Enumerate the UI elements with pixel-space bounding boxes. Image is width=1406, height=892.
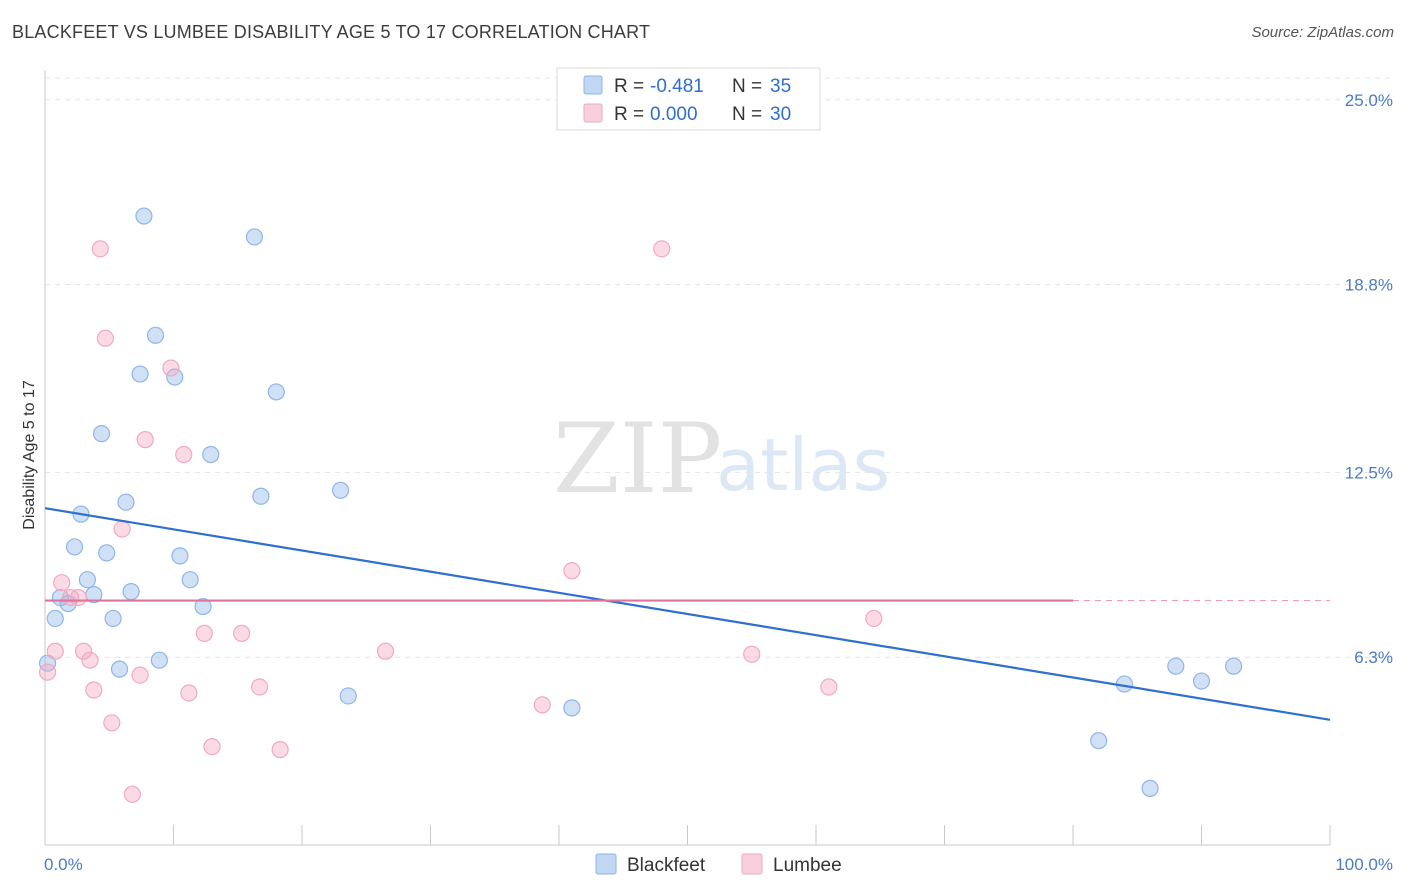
series-points — [38, 207, 1243, 803]
y-tick-label: 6.3% — [1354, 648, 1393, 667]
lumbee-point — [136, 431, 154, 449]
lumbee-point — [820, 678, 838, 696]
blackfeet-point — [65, 538, 84, 556]
y-tick-label: 12.5% — [1345, 463, 1393, 482]
blackfeet-point — [38, 654, 57, 672]
lumbee-point — [113, 520, 131, 538]
lumbee-point — [46, 642, 64, 660]
blackfeet-point — [110, 660, 129, 678]
lumbee-point — [123, 785, 141, 803]
lumbee-point — [271, 741, 289, 759]
blackfeet-point — [202, 445, 220, 464]
lumbee-point — [233, 624, 251, 642]
blackfeet-point — [46, 609, 64, 628]
blackfeet-point — [98, 544, 116, 562]
blackfeet-point — [146, 326, 165, 344]
watermark-atlas: atlas — [716, 423, 890, 507]
legend-r-label-lumbee: R = — [614, 104, 644, 125]
bottom-legend-swatch-lumbee — [741, 853, 763, 875]
blackfeet-point — [1192, 672, 1211, 690]
lumbee-point — [53, 574, 71, 592]
chart-title: BLACKFEET VS LUMBEE DISABILITY AGE 5 TO … — [12, 22, 651, 42]
legend-swatch-lumbee — [583, 103, 603, 123]
lumbee-point — [162, 359, 180, 377]
blackfeet-point — [150, 651, 168, 669]
legend-r-label-blackfeet: R = — [614, 76, 644, 97]
blackfeet-point — [252, 487, 270, 505]
lumbee-point — [103, 714, 121, 732]
legend-swatch-blackfeet — [583, 75, 603, 95]
lumbee-point — [195, 624, 213, 642]
y-tick-label: 25.0% — [1345, 91, 1393, 110]
blackfeet-point — [181, 571, 199, 589]
lumbee-point — [131, 666, 149, 684]
lumbee-point — [91, 240, 109, 258]
blackfeet-point — [166, 368, 184, 386]
blackfeet-point — [245, 228, 264, 246]
lumbee-point — [69, 588, 88, 607]
x-tick-labels: 0.0% 100.0% — [44, 855, 1393, 874]
lumbee-point — [563, 562, 581, 580]
lumbee-point — [81, 651, 99, 669]
lumbee-point — [250, 678, 269, 696]
axes — [44, 70, 1331, 846]
blackfeet-trend-line — [44, 507, 1331, 721]
blackfeet-point — [339, 687, 357, 705]
lumbee-point — [175, 445, 193, 464]
blackfeet-point — [92, 425, 111, 443]
lumbee-point — [743, 645, 761, 663]
lumbee-point — [203, 738, 221, 756]
blackfeet-point — [117, 493, 135, 511]
legend-n-label-blackfeet: N = — [732, 76, 762, 97]
lumbee-point — [533, 696, 551, 714]
legend-r-value-lumbee: 0.000 — [650, 104, 698, 125]
blackfeet-point — [131, 365, 149, 383]
blackfeet-point — [331, 481, 350, 499]
y-axis-label: Disability Age 5 to 17 — [21, 380, 38, 530]
blackfeet-point — [1167, 657, 1185, 675]
legend-n-value-blackfeet: 35 — [770, 76, 791, 97]
chart-source: Source: ZipAtlas.com — [1251, 24, 1394, 41]
blackfeet-point — [563, 699, 581, 717]
grid-lines — [45, 77, 1392, 658]
blackfeet-point — [267, 383, 285, 401]
bottom-legend-swatch-blackfeet — [595, 853, 617, 875]
blackfeet-point — [104, 609, 122, 628]
legend-n-value-lumbee: 30 — [770, 104, 791, 125]
bottom-legend-label-lumbee: Lumbee — [773, 855, 842, 876]
y-tick-labels: 6.3% 12.5% 18.8% 25.0% — [1345, 91, 1393, 667]
trend-lines — [44, 507, 1331, 721]
y-tick-label: 18.8% — [1345, 276, 1393, 295]
series-legend: Blackfeet Lumbee — [595, 853, 842, 876]
blackfeet-point — [1141, 779, 1159, 797]
blackfeet-point — [122, 583, 140, 601]
blackfeet-point — [78, 571, 97, 589]
lumbee-point — [38, 663, 57, 681]
watermark-zip: ZIP — [553, 403, 722, 515]
blackfeet-point — [171, 547, 189, 565]
lumbee-point — [74, 642, 93, 660]
blackfeet-point — [1090, 732, 1108, 750]
lumbee-point — [376, 642, 395, 660]
legend-r-value-blackfeet: -0.481 — [650, 76, 704, 97]
blackfeet-point — [135, 207, 153, 225]
lumbee-point — [653, 240, 671, 258]
blackfeet-point — [194, 597, 212, 616]
stats-legend: R = -0.481 N = 35 R = 0.000 N = 30 — [556, 67, 821, 131]
lumbee-point — [96, 329, 114, 347]
blackfeet-point — [1225, 657, 1243, 675]
legend-n-label-lumbee: N = — [732, 104, 762, 125]
lumbee-point — [85, 681, 103, 699]
lumbee-point — [865, 609, 883, 628]
x-tick-label-end: 100.0% — [1335, 855, 1393, 874]
lumbee-point — [180, 684, 198, 702]
bottom-legend-label-blackfeet: Blackfeet — [627, 855, 706, 876]
x-tick-label-start: 0.0% — [44, 855, 83, 874]
